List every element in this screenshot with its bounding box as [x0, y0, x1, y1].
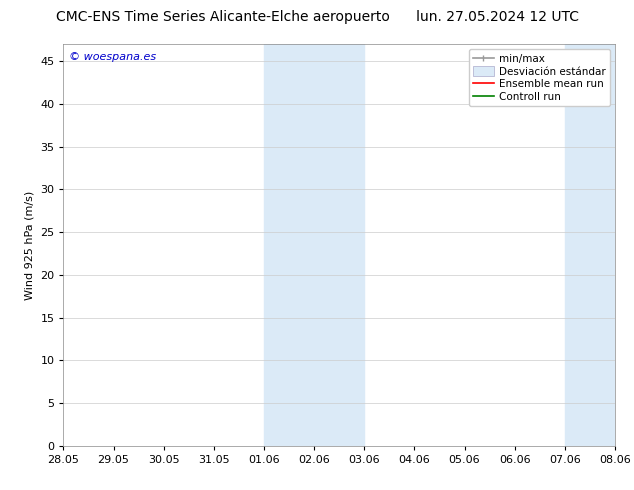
Bar — [565, 44, 615, 446]
Bar — [264, 44, 365, 446]
Text: CMC-ENS Time Series Alicante-Elche aeropuerto      lun. 27.05.2024 12 UTC: CMC-ENS Time Series Alicante-Elche aerop… — [56, 10, 578, 24]
Text: © woespana.es: © woespana.es — [69, 52, 156, 62]
Y-axis label: Wind 925 hPa (m/s): Wind 925 hPa (m/s) — [25, 191, 35, 299]
Legend: min/max, Desviación estándar, Ensemble mean run, Controll run: min/max, Desviación estándar, Ensemble m… — [469, 49, 610, 106]
